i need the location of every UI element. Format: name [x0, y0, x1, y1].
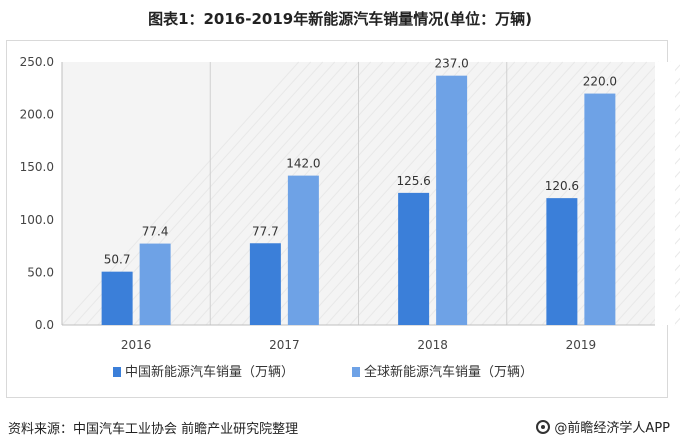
hatch-line: [589, 224, 680, 326]
category-separators: [209, 62, 508, 325]
hatch-line: [433, 61, 672, 326]
brand-mark: @前瞻经济学人APP: [536, 417, 670, 436]
x-tick-label: 2016: [121, 338, 152, 352]
x-tick-labels: 2016 2017 2018 2019: [121, 338, 596, 352]
bar-2018-series-0: [398, 192, 430, 325]
hatch-line: [445, 64, 680, 326]
plot-mask-right: [655, 62, 675, 325]
data-label: 77.7: [252, 224, 279, 238]
legend-swatch: [352, 367, 360, 377]
data-label: 220.0: [583, 75, 617, 89]
hatch-line: [157, 61, 396, 326]
bar-2018-series-1: [436, 75, 468, 326]
bar-2019-series-0: [546, 198, 578, 325]
hatch-line: [505, 130, 680, 326]
bar-2016-series-0: [101, 271, 133, 325]
hatch-line: [601, 237, 680, 326]
x-tick-label: 2019: [566, 338, 597, 352]
data-label: 125.6: [396, 174, 430, 188]
data-label: 120.6: [545, 179, 579, 193]
legend: 中国新能源汽车销量（万辆） 全球新能源汽车销量（万辆）: [113, 364, 533, 380]
bar-2019-series-1: [584, 93, 616, 325]
data-labels: 50.7 77.4 77.7 142.0 125.6 237.0 120.6 220.0: [104, 57, 617, 267]
hatch-line: [613, 250, 680, 326]
data-label: 77.4: [142, 225, 169, 239]
bars: [101, 75, 616, 326]
source-note: 资料来源：中国汽车工业协会 前瞻产业研究院整理: [8, 422, 299, 437]
hatch-line: [637, 277, 680, 326]
x-tick-label: 2017: [269, 338, 300, 352]
y-tick-labels: 0.0 50.0 100.0 150.0 200.0 250.0: [20, 55, 54, 332]
hatch-line: [97, 61, 336, 326]
legend-label: 中国新能源汽车销量（万辆）: [125, 364, 294, 380]
brand-logo-icon: [536, 419, 551, 434]
y-tick-label: 50.0: [27, 265, 54, 279]
hatch-line: [133, 61, 372, 326]
hatch-line: [313, 61, 552, 326]
data-label: 50.7: [104, 253, 131, 267]
hatch-line: [205, 61, 444, 326]
data-label: 142.0: [286, 157, 320, 171]
bar-2017-series-0: [249, 243, 281, 325]
data-label: 237.0: [434, 57, 468, 71]
legend-label: 全球新能源汽车销量（万辆）: [364, 364, 533, 380]
bar-2016-series-1: [139, 243, 171, 325]
y-tick-label: 150.0: [20, 160, 54, 174]
hatch-line: [349, 61, 588, 326]
bar-2017-series-1: [287, 175, 319, 325]
y-tick-label: 250.0: [20, 55, 54, 69]
legend-swatch: [113, 367, 121, 377]
brand-text: @前瞻经济学人APP: [554, 421, 670, 436]
hatch-line: [577, 210, 680, 326]
hatch-line: [145, 61, 384, 326]
y-tick-label: 200.0: [20, 108, 54, 122]
y-tick-label: 100.0: [20, 213, 54, 227]
chart-title: 图表1：2016-2019年新能源汽车销量情况(单位：万辆): [148, 10, 532, 28]
x-tick-label: 2018: [417, 338, 448, 352]
hatch-line: [61, 61, 300, 326]
y-tick-label: 0.0: [35, 318, 54, 332]
